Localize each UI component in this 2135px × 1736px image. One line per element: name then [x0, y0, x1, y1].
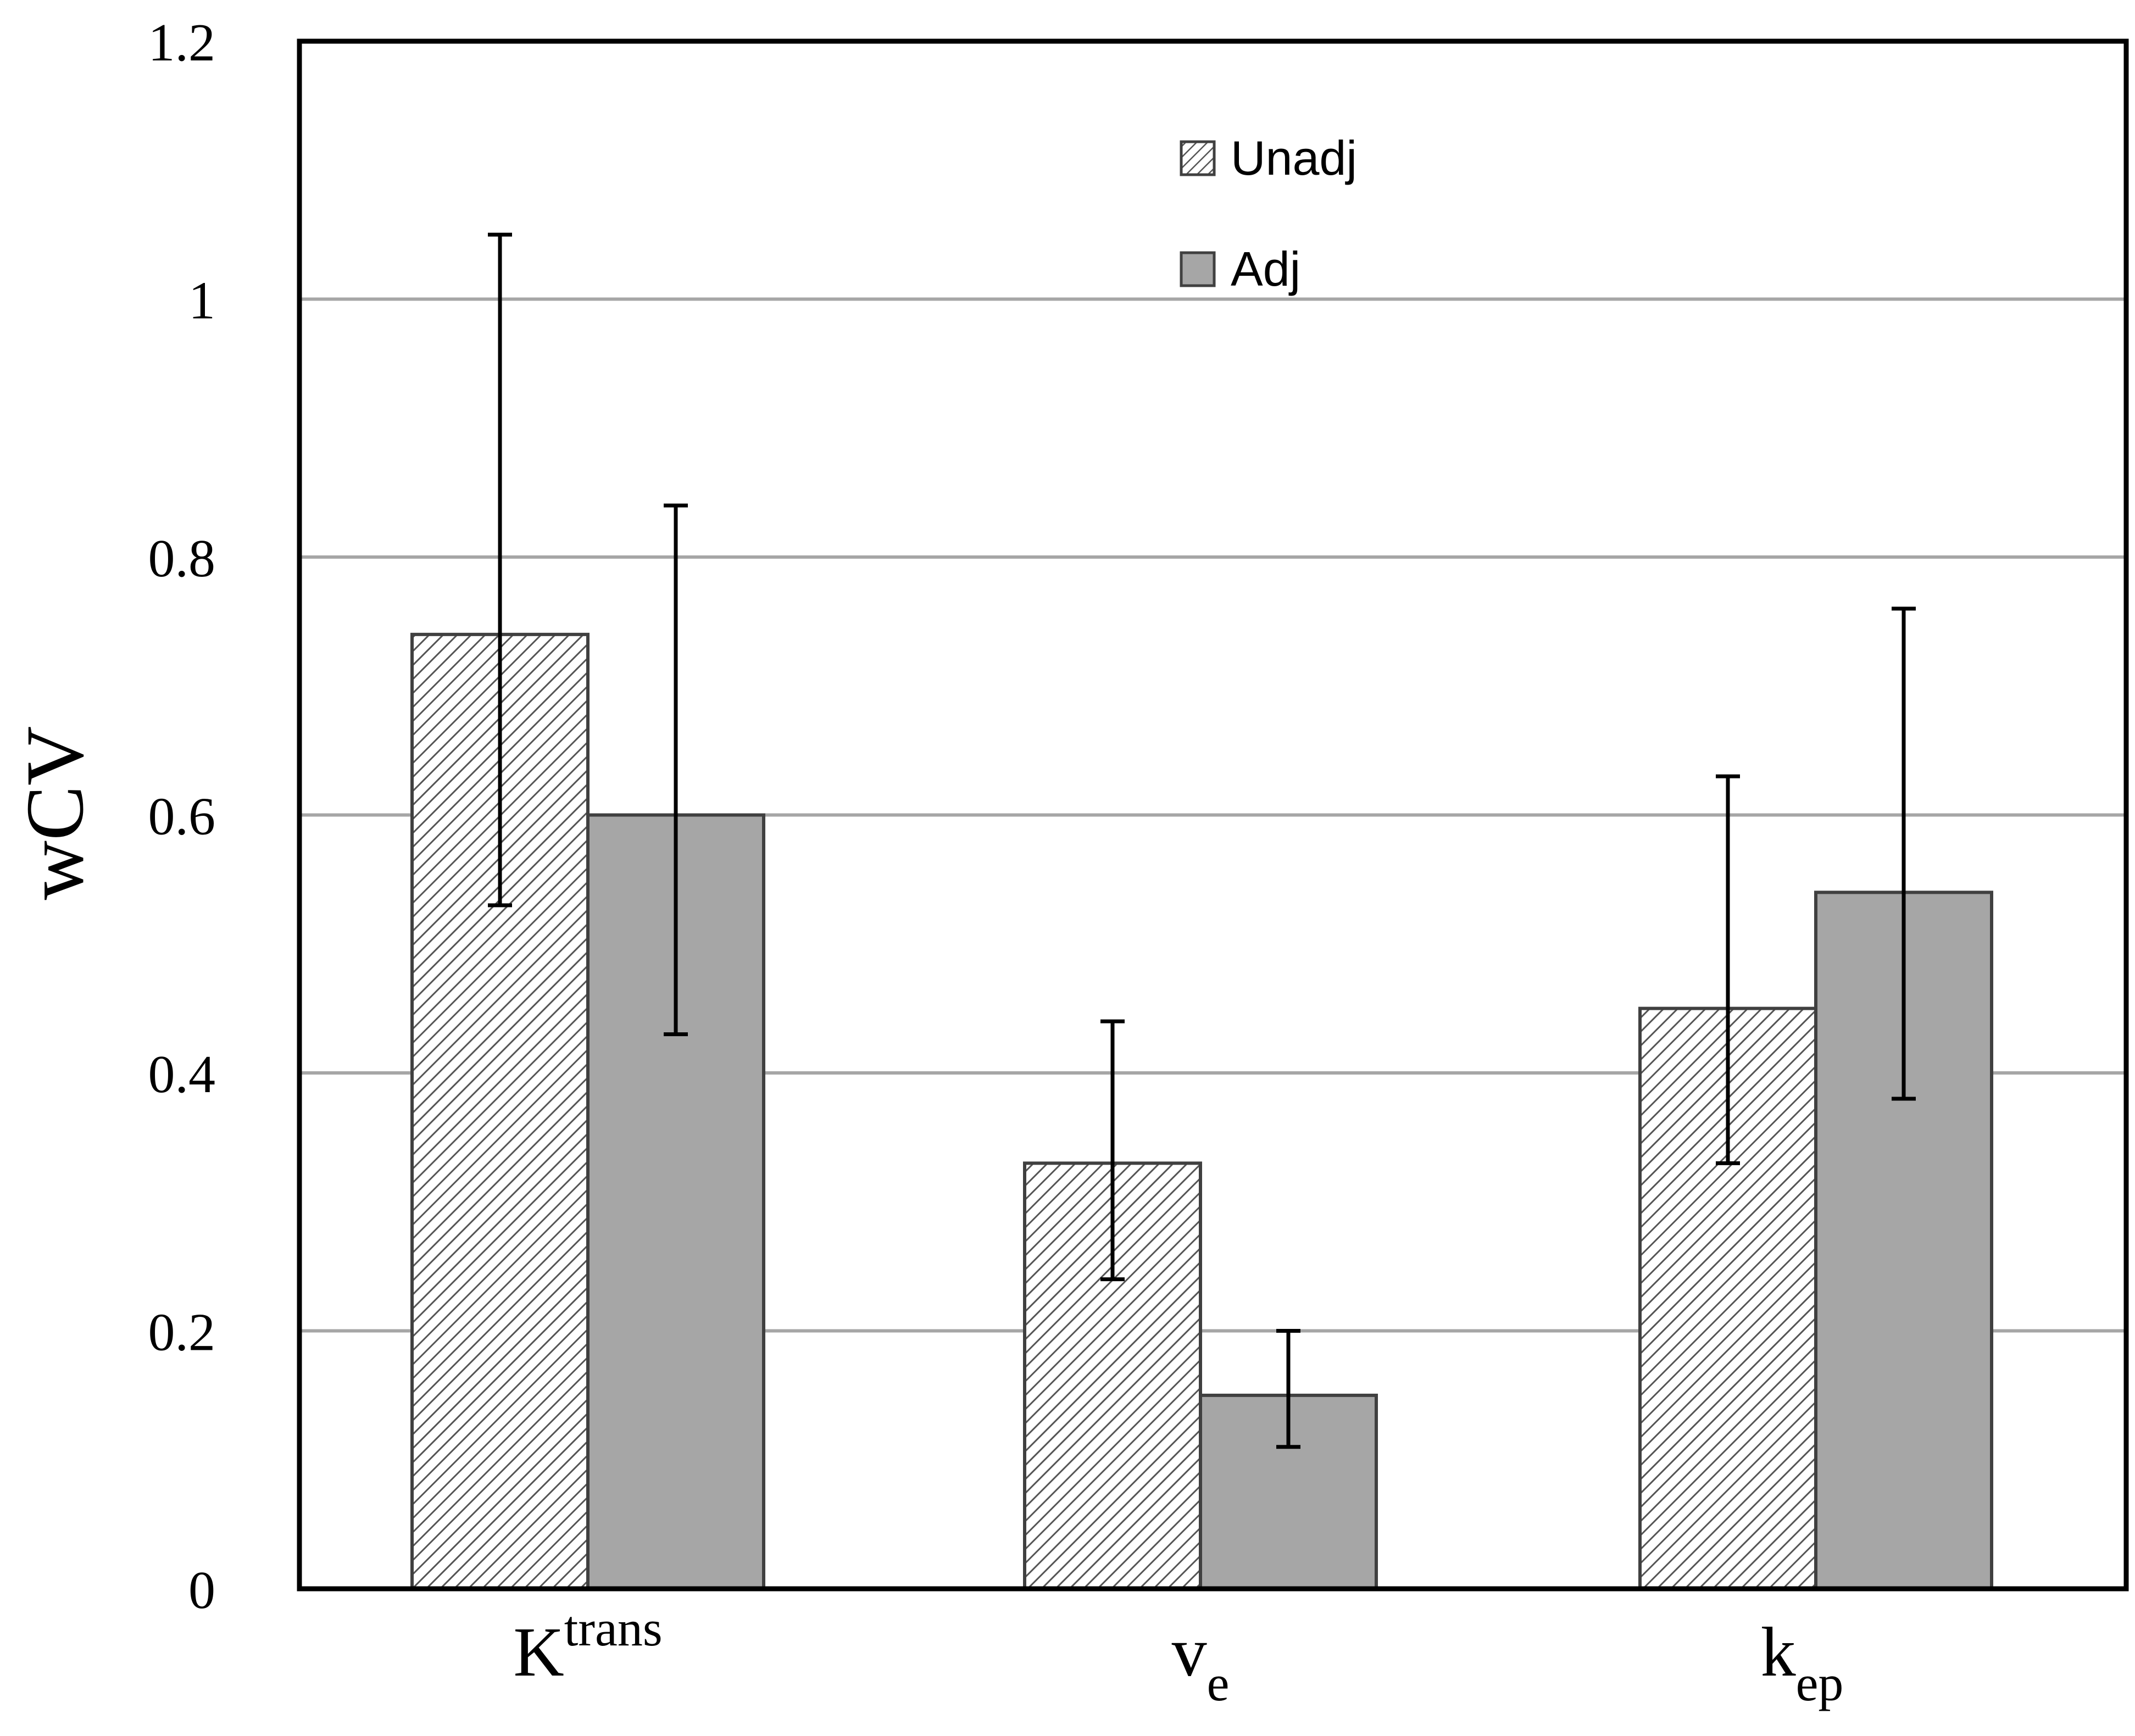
x-category-base: k	[1761, 1613, 1796, 1691]
y-tick-label: 0.6	[148, 787, 216, 847]
y-tick-label: 0	[188, 1561, 215, 1620]
error-bar-adj-2	[1892, 607, 1916, 1101]
x-axis-categories: Ktrans ve kep	[513, 1600, 1843, 1711]
bars	[410, 632, 1993, 1590]
x-category-subscript: e	[1207, 1655, 1230, 1711]
plot-frame	[297, 38, 2129, 1592]
x-category-superscript: trans	[564, 1600, 663, 1656]
y-axis-label: wCV	[9, 726, 101, 900]
error-bar-unadj-2	[1716, 774, 1740, 1165]
x-category-base: v	[1172, 1613, 1207, 1691]
legend-item-adj: Adj	[1180, 242, 1300, 296]
y-tick-label: 1.2	[148, 13, 216, 73]
error-bar-unadj-0	[488, 232, 512, 908]
x-category-label: kep	[1761, 1613, 1844, 1711]
y-tick-label: 0.4	[148, 1045, 216, 1104]
y-tick-label: 0.8	[148, 529, 216, 588]
y-tick-label: 1	[188, 271, 215, 331]
x-category-label: ve	[1172, 1613, 1230, 1711]
y-tick-label: 0.2	[148, 1303, 216, 1362]
y-axis-ticks: 0 0.2 0.4 0.6 0.8 1 1.2	[148, 13, 216, 1620]
x-category-label: Ktrans	[513, 1600, 662, 1691]
legend-label-adj: Adj	[1231, 242, 1300, 296]
legend-item-unadj: Unadj	[1180, 131, 1357, 185]
x-category-base: K	[513, 1613, 564, 1691]
legend-swatch-adj	[1180, 251, 1216, 287]
error-bar-adj-1	[1276, 1329, 1300, 1449]
x-category-subscript: ep	[1796, 1655, 1844, 1711]
legend-label-unadj: Unadj	[1231, 131, 1357, 185]
legend-swatch-unadj	[1180, 140, 1216, 176]
error-bars	[488, 232, 1916, 1449]
error-bar-adj-0	[664, 503, 688, 1037]
error-bar-unadj-1	[1100, 1019, 1125, 1282]
legend: Unadj Adj	[1180, 131, 1357, 296]
